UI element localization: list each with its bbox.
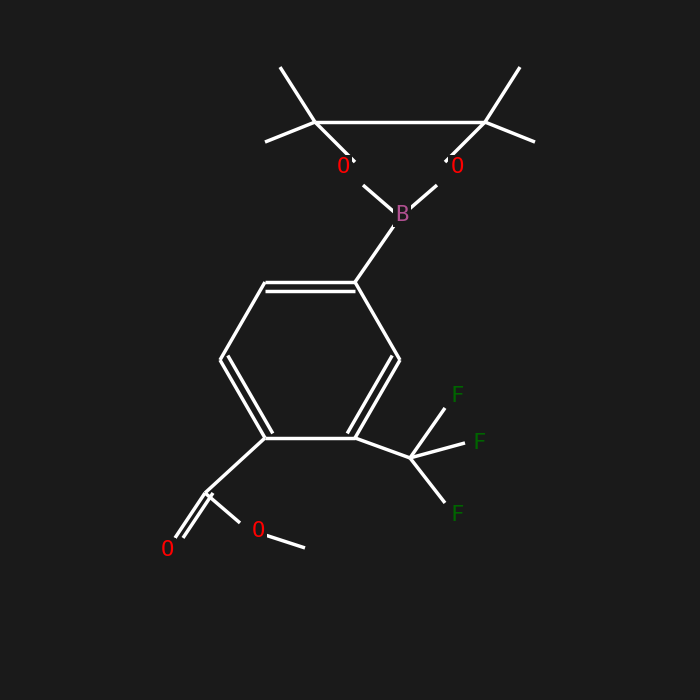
Text: O: O [336,157,350,177]
Text: O: O [450,157,463,177]
Text: B: B [395,205,409,225]
Text: F: F [450,386,463,406]
Text: F: F [450,505,463,525]
Text: O: O [251,521,265,541]
Text: F: F [473,433,486,453]
Text: O: O [160,540,174,560]
